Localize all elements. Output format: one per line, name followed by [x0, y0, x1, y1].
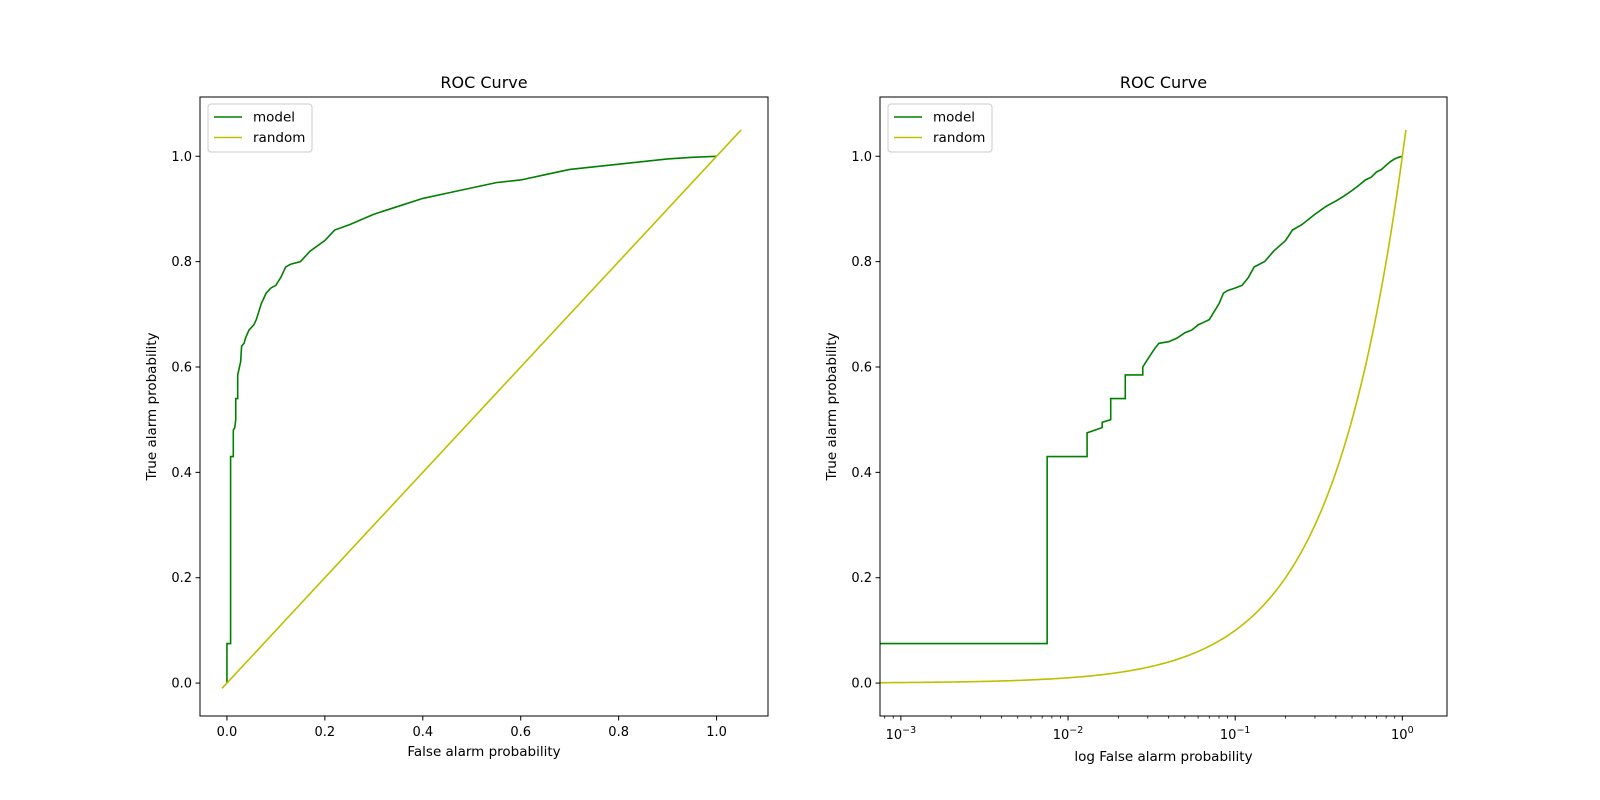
series-line-model: [226, 155, 717, 684]
series-line-random: [221, 129, 742, 689]
y-tick-label: 0.8: [851, 255, 872, 270]
x-tick-label: 0.6: [510, 725, 531, 740]
chart-title: ROC Curve: [1120, 73, 1207, 92]
y-tick-label: 0.6: [171, 360, 192, 375]
axes-frame: [879, 96, 1448, 717]
legend-label-model: model: [253, 110, 295, 126]
x-tick-label: 0.0: [217, 725, 238, 740]
x-axis-label: False alarm probability: [407, 744, 560, 760]
legend: model random: [207, 103, 313, 153]
y-axis-label: True alarm probability: [824, 332, 840, 481]
y-tick-label: 0.6: [851, 360, 872, 375]
roc-chart-linear: 0.0 0.2 0.4 0.6 0.8 1.0 0.0 0.2 0.4 0.6 0.8 1.0 ROC …: [144, 73, 769, 760]
axes-frame: [199, 96, 769, 717]
x-tick-exponent: −3: [902, 725, 916, 736]
x-tick-label: 10−1: [1220, 725, 1251, 743]
legend-box: [207, 103, 313, 153]
y-tick-label: 0.4: [851, 466, 872, 481]
x-tick-base: 10: [1391, 728, 1408, 743]
y-axis-label: True alarm probability: [144, 332, 160, 481]
x-tick-label: 100: [1391, 725, 1414, 743]
x-tick-label: 0.4: [412, 725, 433, 740]
series-line-model: [880, 155, 1403, 645]
legend-label-random: random: [253, 130, 305, 146]
y-tick-label: 1.0: [851, 150, 872, 165]
x-tick-label: 10−3: [886, 725, 917, 743]
x-tick-label: 0.2: [315, 725, 336, 740]
x-tick-exponent: 0: [1408, 725, 1414, 736]
plot-area: [221, 129, 742, 689]
y-tick-label: 0.4: [171, 466, 192, 481]
x-tick-label: 10−2: [1053, 725, 1084, 743]
chart-title: ROC Curve: [440, 73, 527, 92]
y-tick-label: 1.0: [171, 150, 192, 165]
y-tick-label: 0.0: [171, 677, 192, 692]
x-tick-exponent: −2: [1069, 725, 1083, 736]
y-tick-label: 0.8: [171, 255, 192, 270]
legend: model random: [887, 103, 993, 153]
x-tick-exponent: −1: [1236, 725, 1250, 736]
plot-area: [880, 129, 1407, 684]
y-tick-label: 0.2: [171, 571, 192, 586]
x-axis-label: log False alarm probability: [1074, 749, 1252, 765]
series-line-random: [880, 129, 1407, 684]
y-tick-label: 0.0: [851, 677, 872, 692]
x-tick-label: 0.8: [608, 725, 629, 740]
legend-label-random: random: [933, 130, 985, 146]
x-tick-base: 10: [1053, 728, 1070, 743]
y-tick-label: 0.2: [851, 571, 872, 586]
legend-label-model: model: [933, 110, 975, 126]
x-tick-base: 10: [1220, 728, 1237, 743]
x-tick-label: 1.0: [706, 725, 727, 740]
legend-box: [887, 103, 993, 153]
x-tick-base: 10: [886, 728, 903, 743]
